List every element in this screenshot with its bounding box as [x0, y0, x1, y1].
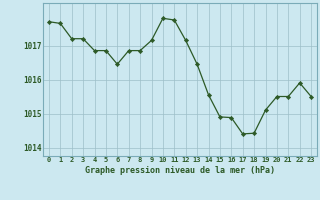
X-axis label: Graphe pression niveau de la mer (hPa): Graphe pression niveau de la mer (hPa)	[85, 166, 275, 175]
